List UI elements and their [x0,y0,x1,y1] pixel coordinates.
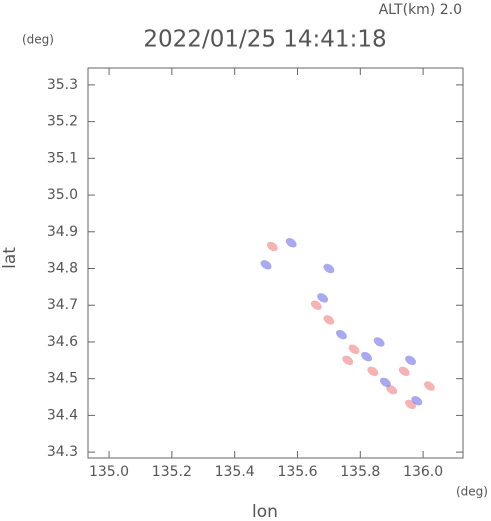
echo-point [361,351,373,362]
x-tick-label: 135.8 [340,464,380,480]
plot-frame [87,67,464,459]
x-tick-label: 135.4 [215,464,255,480]
y-tick-label: 35.3 [47,77,78,93]
echo-point [423,381,435,391]
x-tick-label: 135.0 [89,464,129,480]
echo-point [323,315,335,325]
echo-point [323,263,335,274]
echo-point [342,355,354,366]
echo-point [373,337,385,347]
echo-point [266,241,278,252]
y-tick-label: 34.6 [47,334,78,350]
y-axis-label: lat [0,247,20,269]
echo-point [411,395,423,406]
x-tick-label: 135.6 [277,464,317,480]
echo-point [310,300,322,310]
echo-point [380,377,391,388]
y-unit: (deg) [22,33,54,47]
y-tick-label: 34.9 [47,224,78,240]
echo-point [367,366,379,377]
echo-point [386,384,398,395]
y-tick-label: 34.8 [47,261,78,277]
x-tick-label: 135.2 [152,464,192,480]
echo-point [336,329,347,340]
echo-point [348,344,360,355]
echo-point [285,238,297,248]
y-tick-label: 34.4 [47,407,78,423]
echo-point [398,366,410,377]
chart-subtitle: ALT(km) 2.0 [379,2,462,18]
y-tick-label: 34.7 [47,297,78,313]
y-tick-label: 34.5 [47,371,78,387]
y-tick-label: 35.2 [47,114,78,130]
x-axis-label: lon [252,502,278,521]
x-tick-label: 136.0 [403,464,443,480]
y-tick-label: 34.3 [47,444,78,460]
chart-title: 2022/01/25 14:41:18 [143,27,386,53]
x-unit: (deg) [456,485,488,499]
echo-point [317,293,329,303]
echo-point [405,355,416,366]
y-tick-label: 35.0 [47,187,78,203]
y-tick-label: 35.1 [47,150,78,166]
echo-point [260,260,272,270]
